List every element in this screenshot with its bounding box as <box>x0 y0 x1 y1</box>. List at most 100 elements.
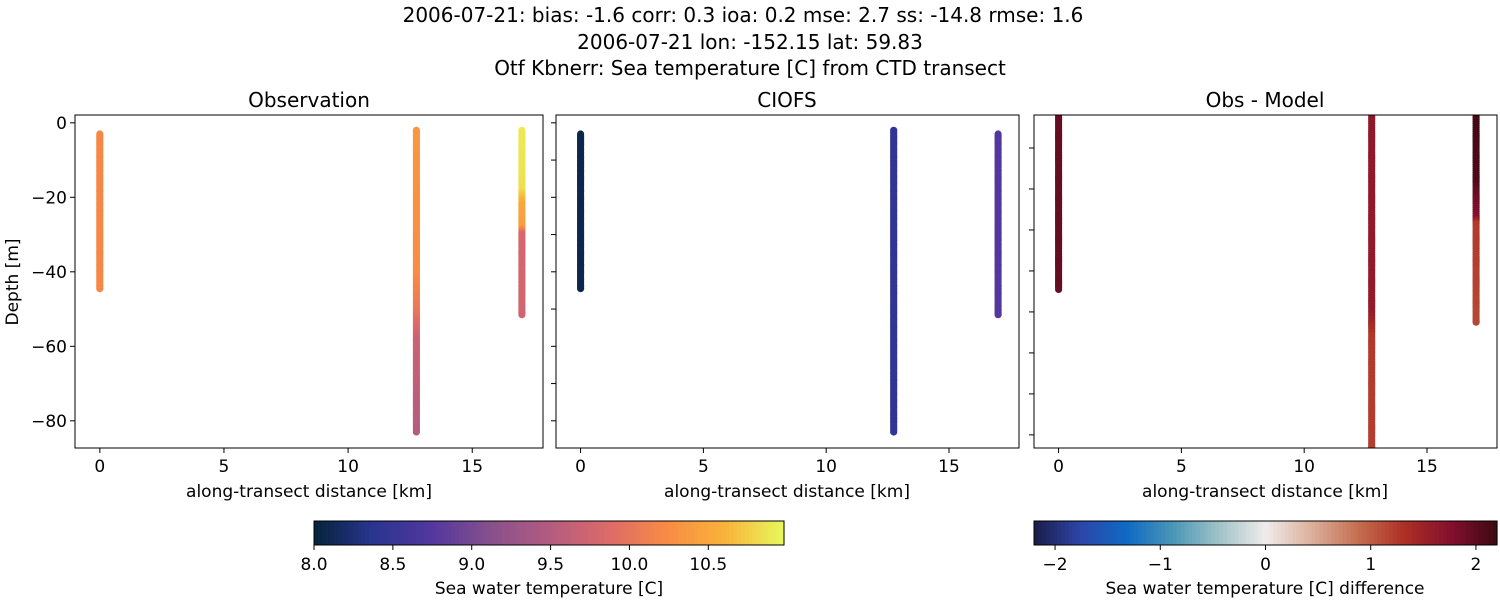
colorbar-swatch <box>1199 521 1205 545</box>
colorbar-swatch <box>1088 521 1093 545</box>
colorbar-swatch <box>1230 521 1236 545</box>
colorbar-swatch <box>470 521 476 545</box>
colorbar-swatch <box>1442 521 1448 545</box>
data-point <box>1368 445 1376 448</box>
colorbar-swatch <box>1122 521 1128 545</box>
data-point <box>1368 450 1375 457</box>
colorbar-swatch <box>580 521 585 545</box>
colorbar-swatch <box>744 521 750 545</box>
colorbar-swatch <box>1211 521 1216 545</box>
colorbar-swatch <box>1261 521 1267 545</box>
colorbar-swatch <box>404 521 409 545</box>
colorbar-swatch <box>752 521 758 545</box>
colorbar-swatch <box>674 521 679 545</box>
colorbar-swatch <box>599 521 605 545</box>
data-point <box>1368 458 1375 465</box>
colorbar-swatch <box>384 521 390 545</box>
colorbar-swatch <box>1126 521 1132 545</box>
colorbar-swatch <box>670 521 675 545</box>
colorbar-swatch <box>1064 521 1070 545</box>
colorbar-swatch <box>1439 521 1444 545</box>
colorbar-swatch <box>1400 521 1405 545</box>
colorbar-swatch <box>1427 521 1433 545</box>
colorbar-swatch <box>1130 521 1135 545</box>
colorbar-tick-label: 10.0 <box>611 555 649 575</box>
colorbar-swatch <box>686 521 691 545</box>
colorbar-swatch <box>525 521 531 545</box>
data-point <box>96 285 104 293</box>
colorbar-swatch <box>1037 521 1043 545</box>
colorbar-swatch <box>1226 521 1232 545</box>
colorbar-swatch <box>1250 521 1255 545</box>
figure-title-line-3: Otf Kbnerr: Sea temperature [C] from CTD… <box>494 56 1006 80</box>
data-point <box>1368 454 1375 461</box>
colorbar-swatch <box>415 521 421 545</box>
colorbar-swatch <box>1273 521 1278 545</box>
colorbar-swatch <box>1462 521 1467 545</box>
colorbar-swatch <box>584 521 589 545</box>
colorbar-swatch <box>733 521 738 545</box>
colorbar-swatch <box>1296 521 1301 545</box>
colorbar-swatch <box>643 521 648 545</box>
colorbar-swatch <box>517 521 523 545</box>
colorbar-swatch <box>545 521 550 545</box>
colorbar-swatch <box>333 521 339 545</box>
colorbar-swatch <box>502 521 507 545</box>
colorbar-swatch <box>666 521 672 545</box>
colorbar-swatch <box>513 521 519 545</box>
colorbar-swatch <box>1269 521 1274 545</box>
colorbar-swatch <box>431 521 437 545</box>
figure-title-line-2: 2006-07-21 lon: -152.15 lat: 59.83 <box>577 30 923 54</box>
colorbar-swatch <box>1284 521 1290 545</box>
data-point <box>1368 452 1375 459</box>
panel-title-obs-model: Obs - Model <box>1206 88 1325 112</box>
colorbar-label-temperature: Sea water temperature [C] <box>435 579 663 599</box>
colorbar-swatch <box>451 521 456 545</box>
colorbar-swatch <box>1408 521 1413 545</box>
colorbar-swatch <box>1311 521 1317 545</box>
colorbar-swatch <box>396 521 401 545</box>
colorbar-swatch <box>1041 521 1047 545</box>
colorbar-swatch <box>388 521 393 545</box>
colorbar-temperature: 8.0 8.5 9.0 9.5 10.0 10.5 <box>300 520 785 575</box>
colorbar-swatch <box>380 521 386 545</box>
x-tick-label: 15 <box>461 457 483 477</box>
colorbar-swatch <box>1045 521 1051 545</box>
colorbar-swatch <box>1485 521 1490 545</box>
colorbar-swatch <box>1477 521 1483 545</box>
data-point <box>1368 462 1375 469</box>
colorbar-swatch <box>466 521 472 545</box>
colorbar-swatch <box>693 521 699 545</box>
colorbar-swatch <box>572 521 578 545</box>
colorbar-swatch <box>419 521 425 545</box>
y-tick-label: −40 <box>31 263 67 283</box>
colorbar-swatch <box>1207 521 1213 545</box>
y-axis-label: Depth [m] <box>3 238 23 325</box>
colorbar-swatch <box>615 521 621 545</box>
colorbar-tick-label: 10.5 <box>689 555 727 575</box>
colorbar-swatch <box>596 521 601 545</box>
colorbar-swatch <box>1157 521 1162 545</box>
colorbar-swatch <box>474 521 480 545</box>
colorbar-swatch <box>623 521 628 545</box>
colorbar-swatch <box>321 521 327 545</box>
colorbar-swatch <box>1450 521 1456 545</box>
panel-title-ciofs: CIOFS <box>757 88 816 112</box>
panel-title-observation: Observation <box>248 88 370 112</box>
colorbar-swatch <box>662 521 668 545</box>
colorbar-swatch <box>1149 521 1155 545</box>
colorbar-swatch <box>1234 521 1240 545</box>
colorbar-swatch <box>486 521 491 545</box>
colorbar-swatch <box>1184 521 1189 545</box>
colorbar-swatch <box>521 521 527 545</box>
colorbar-swatch <box>1381 521 1386 545</box>
colorbar-swatch <box>650 521 656 545</box>
colorbar-swatch <box>337 521 343 545</box>
colorbar-swatch <box>533 521 538 545</box>
colorbar-swatch <box>1388 521 1394 545</box>
colorbar-swatch <box>1145 521 1151 545</box>
colorbar-swatch <box>1084 521 1089 545</box>
colorbar-swatch <box>498 521 503 545</box>
colorbar-swatch <box>748 521 754 545</box>
